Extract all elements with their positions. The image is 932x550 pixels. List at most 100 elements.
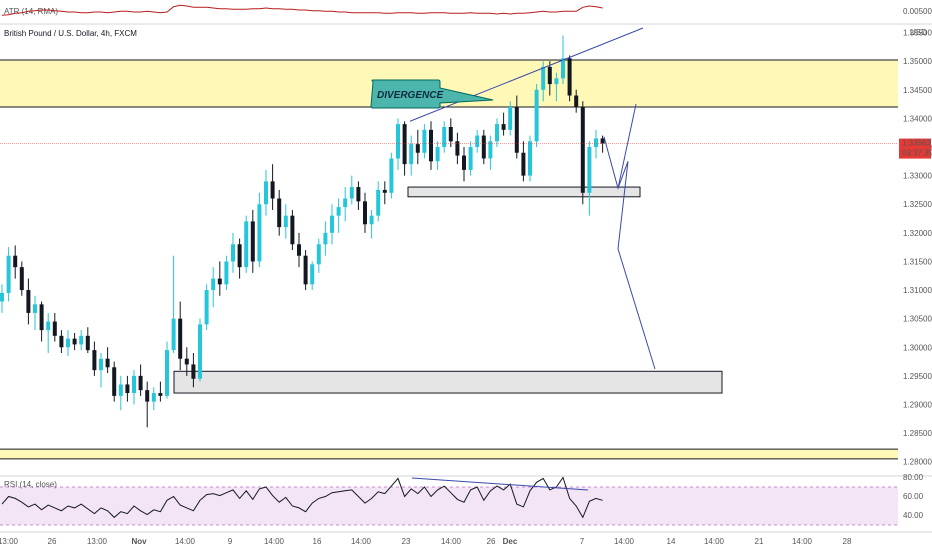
candle-body <box>59 335 64 348</box>
x-tick-label: 9 <box>228 537 233 546</box>
candle-body <box>290 215 295 245</box>
candle-body <box>270 181 275 199</box>
candle-body <box>85 335 90 351</box>
support-box <box>173 370 723 394</box>
candle-body <box>145 390 150 402</box>
boxes <box>173 186 723 394</box>
trendline-upper[interactable] <box>409 27 644 122</box>
callout-label: DIVERGENCE <box>377 90 443 101</box>
candle-body <box>521 152 526 176</box>
candle-body <box>46 321 51 331</box>
candle-body <box>198 324 202 379</box>
rsi-line <box>1 476 603 519</box>
candle-body <box>448 126 453 142</box>
x-tick-label: 14:00 <box>175 537 196 546</box>
candle-body <box>231 244 235 262</box>
rsi-tick-40: 40.00 <box>903 511 924 520</box>
y-tick-label: 1.29500 <box>903 372 932 381</box>
main-pane: DIVERGENCE British Pound / U.S. Dollar, … <box>0 27 898 460</box>
candle-body <box>297 244 301 256</box>
candle-body <box>343 198 348 208</box>
candle-body <box>204 290 209 325</box>
y-tick-label: 1.32000 <box>903 229 932 238</box>
rsi-pane: RSI (14, close) 80.00 60.00 40.00 <box>0 473 924 526</box>
candle-body <box>534 89 539 142</box>
x-tick-label: 26 <box>487 537 496 546</box>
projection-path-alt[interactable] <box>617 103 637 189</box>
rsi-tick-60: 60.00 <box>903 492 924 501</box>
candle-body <box>587 147 592 193</box>
candle-body <box>99 358 103 371</box>
zones <box>0 59 898 460</box>
candle-body <box>514 106 519 153</box>
candle-body <box>224 261 229 285</box>
candle-body <box>171 318 176 351</box>
candle-body <box>429 129 433 162</box>
candle-body <box>303 255 308 285</box>
support-box <box>407 186 641 198</box>
atr-value-label: 0.00500 <box>903 7 932 16</box>
price-tag <box>899 138 931 159</box>
candle-body <box>112 367 117 396</box>
candle-body <box>600 138 605 144</box>
candle-body <box>323 232 328 245</box>
x-tick-label: 26 <box>48 537 57 546</box>
candle-body <box>191 364 196 379</box>
y-tick-label: 1.35500 <box>903 29 932 38</box>
x-tick-label: 13:00 <box>87 537 108 546</box>
rsi-trendline[interactable] <box>411 477 589 491</box>
x-tick-label: 14:00 <box>614 537 635 546</box>
candle-body <box>330 215 334 233</box>
candle-body <box>6 255 11 293</box>
candle-body <box>554 78 559 85</box>
candle-body <box>389 158 394 193</box>
candle-body <box>33 304 37 313</box>
candle-body <box>151 393 156 402</box>
x-tick-label: 23 <box>402 537 411 546</box>
y-tick-label: 1.29000 <box>903 400 932 409</box>
y-tick-label: 1.32500 <box>903 200 932 209</box>
candle-body <box>349 187 354 199</box>
candle-body <box>66 338 70 348</box>
candle-body <box>508 106 513 130</box>
divergence-callout[interactable]: DIVERGENCE <box>370 79 494 109</box>
candle-body <box>257 204 262 262</box>
projection-path[interactable] <box>603 136 656 370</box>
candle-body <box>79 335 84 345</box>
candle-body <box>39 304 44 331</box>
candle-body <box>580 106 585 193</box>
x-tick-label: 14:00 <box>792 537 813 546</box>
candle-body <box>369 215 374 225</box>
time-axis[interactable]: 13:00 26 13:00 Nov 14:00 9 14:00 16 14:00 23 14:00… <box>0 537 852 546</box>
y-tick-label: 1.35000 <box>903 57 932 66</box>
currency-label: USD <box>910 28 927 37</box>
y-tick-label: 1.30500 <box>903 315 932 324</box>
price-axis[interactable]: USD 1.355001.350001.345001.340001.335001… <box>899 28 932 467</box>
candle-body <box>211 278 216 291</box>
candle-body <box>541 66 546 90</box>
candle-body <box>402 124 407 165</box>
candle-body <box>310 264 315 285</box>
candle-body <box>455 141 460 156</box>
x-tick-label: 14 <box>667 537 676 546</box>
y-tick-label: 1.31500 <box>903 257 932 266</box>
candle-body <box>264 181 268 205</box>
candle-body <box>567 58 572 96</box>
candle-body <box>125 384 130 394</box>
candle-body <box>217 278 222 285</box>
candle-body <box>409 144 414 165</box>
candle-body <box>26 290 31 313</box>
x-tick-label: 7 <box>580 537 585 546</box>
candle-body <box>382 189 387 193</box>
candle-body <box>316 244 321 265</box>
y-tick-label: 1.34000 <box>903 114 932 123</box>
candle-body <box>376 189 381 216</box>
candle-body <box>481 135 486 159</box>
candle-body <box>277 198 282 228</box>
candle-body <box>561 58 565 79</box>
candle-body <box>138 375 143 391</box>
candle-body <box>336 207 341 216</box>
y-tick-label: 1.30000 <box>903 343 932 352</box>
y-tick-label: 1.33000 <box>903 172 932 181</box>
